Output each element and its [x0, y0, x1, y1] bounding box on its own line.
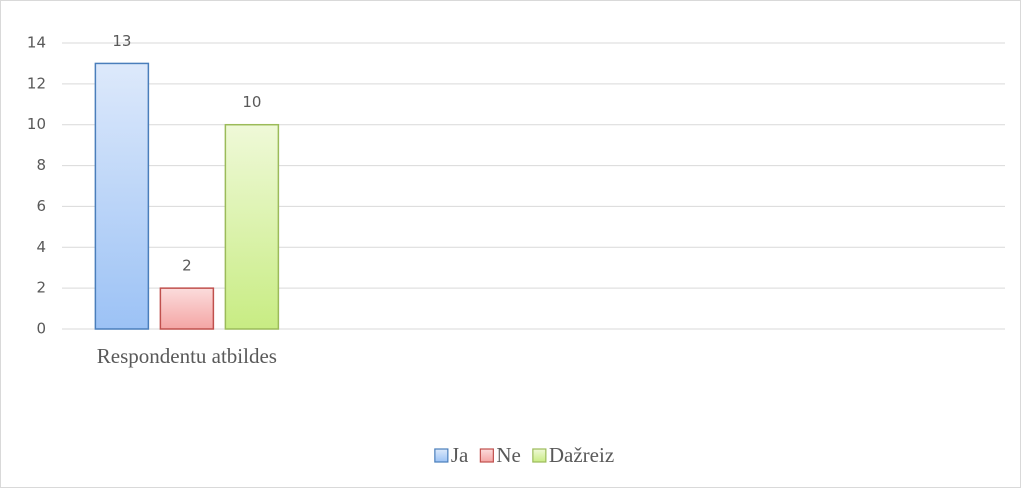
data-label: 10	[242, 93, 261, 111]
y-tick-label: 2	[36, 279, 46, 297]
legend-label: Dažreiz	[549, 443, 614, 467]
y-tick-label: 14	[27, 34, 46, 52]
x-tick-label-box: Respondentu atbildes	[96, 344, 277, 368]
y-tick-label: 8	[36, 156, 46, 174]
y-tick-label: 10	[27, 115, 46, 133]
legend-swatch	[532, 448, 547, 463]
bar	[224, 123, 280, 330]
legend-label: Ne	[496, 443, 521, 467]
y-tick-label: 0	[36, 320, 46, 338]
legend-swatch	[434, 448, 449, 463]
y-tick-label: 6	[36, 197, 46, 215]
legend-swatch	[479, 448, 494, 463]
data-label: 13	[112, 32, 131, 50]
y-tick-label: 12	[27, 74, 46, 92]
bar	[159, 287, 215, 330]
y-tick-label: 4	[36, 238, 46, 256]
data-label: 2	[182, 257, 192, 275]
bar	[94, 62, 150, 330]
legend-label: Ja	[451, 443, 469, 467]
x-tick-label: Respondentu atbildes	[96, 344, 277, 368]
